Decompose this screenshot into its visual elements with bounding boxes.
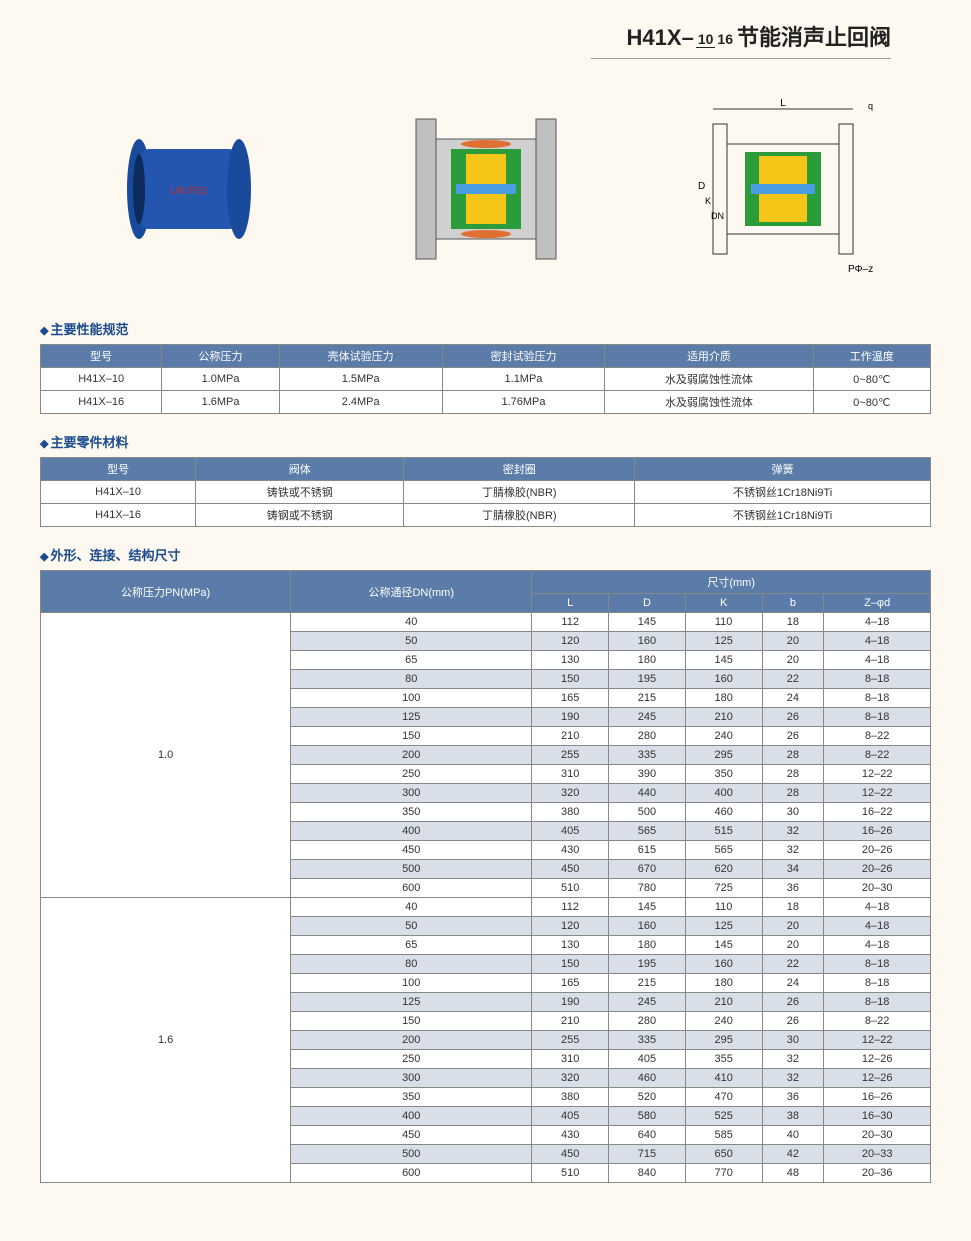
dim-th-dn: 公称通径DN(mm) bbox=[291, 571, 532, 613]
dim-th-size: 尺寸(mm) bbox=[532, 571, 931, 594]
pn-cell: 1.6 bbox=[41, 898, 291, 1183]
cross-section-diagram bbox=[356, 99, 616, 279]
table-row: H41X–10铸铁或不锈钢丁腈橡胶(NBR)不锈钢丝1Cr18Ni9Ti bbox=[41, 481, 931, 504]
table-row: H41X–161.6MPa2.4MPa1.76MPa水及弱腐蚀性流体0~80℃ bbox=[41, 391, 931, 414]
dim-sub-th: K bbox=[685, 594, 762, 613]
pn-cell: 1.0 bbox=[41, 613, 291, 898]
svg-text:DN: DN bbox=[711, 211, 724, 221]
section-title-spec: 主要性能规范 bbox=[40, 319, 931, 338]
mat-th: 密封圈 bbox=[404, 458, 635, 481]
table-row: 1.640112145110184–18 bbox=[41, 898, 931, 917]
svg-text:PΦ–z: PΦ–z bbox=[848, 264, 873, 275]
spec-th: 适用介质 bbox=[605, 345, 813, 368]
product-photo: UNITED bbox=[59, 99, 319, 279]
svg-text:q: q bbox=[868, 101, 873, 111]
spec-th: 型号 bbox=[41, 345, 162, 368]
dim-sub-th: Z–φd bbox=[824, 594, 931, 613]
page-title-area: H41X–1016节能消声止回阀 bbox=[40, 20, 931, 59]
dim-sub-th: b bbox=[762, 594, 824, 613]
dim-sub-th: D bbox=[609, 594, 686, 613]
table-row: 1.040112145110184–18 bbox=[41, 613, 931, 632]
spec-th: 公称压力 bbox=[162, 345, 279, 368]
table-row: H41X–101.0MPa1.5MPa1.1MPa水及弱腐蚀性流体0~80℃ bbox=[41, 368, 931, 391]
svg-text:D: D bbox=[698, 181, 705, 192]
mat-th: 弹簧 bbox=[635, 458, 931, 481]
material-table: 型号阀体密封圈弹簧 H41X–10铸铁或不锈钢丁腈橡胶(NBR)不锈钢丝1Cr1… bbox=[40, 457, 931, 527]
page-title: H41X–1016节能消声止回阀 bbox=[627, 20, 891, 52]
spec-th: 工作温度 bbox=[813, 345, 931, 368]
title-fraction: 1016 bbox=[696, 32, 735, 46]
spec-th: 壳体试验压力 bbox=[279, 345, 442, 368]
title-prefix: H41X– bbox=[627, 25, 694, 50]
title-suffix: 节能消声止回阀 bbox=[737, 25, 891, 50]
mat-th: 型号 bbox=[41, 458, 196, 481]
spec-table: 型号公称压力壳体试验压力密封试验压力适用介质工作温度 H41X–101.0MPa… bbox=[40, 344, 931, 414]
dim-sub-th: L bbox=[532, 594, 609, 613]
dimension-diagram: L q D K DN PΦ–z bbox=[653, 99, 913, 279]
mat-th: 阀体 bbox=[196, 458, 404, 481]
section-title-dim: 外形、连接、结构尺寸 bbox=[40, 545, 931, 564]
dimension-table: 公称压力PN(MPa) 公称通径DN(mm) 尺寸(mm) LDKbZ–φd 1… bbox=[40, 570, 931, 1183]
product-images-row: UNITED L q D K DN PΦ–z bbox=[40, 89, 931, 289]
svg-text:UNITED: UNITED bbox=[170, 186, 207, 197]
svg-text:L: L bbox=[780, 98, 786, 109]
dim-th-pn: 公称压力PN(MPa) bbox=[41, 571, 291, 613]
spec-th: 密封试验压力 bbox=[442, 345, 605, 368]
title-underline bbox=[591, 58, 891, 59]
svg-text:K: K bbox=[705, 196, 711, 206]
section-title-material: 主要零件材料 bbox=[40, 432, 931, 451]
table-row: H41X–16铸钢或不锈钢丁腈橡胶(NBR)不锈钢丝1Cr18Ni9Ti bbox=[41, 504, 931, 527]
